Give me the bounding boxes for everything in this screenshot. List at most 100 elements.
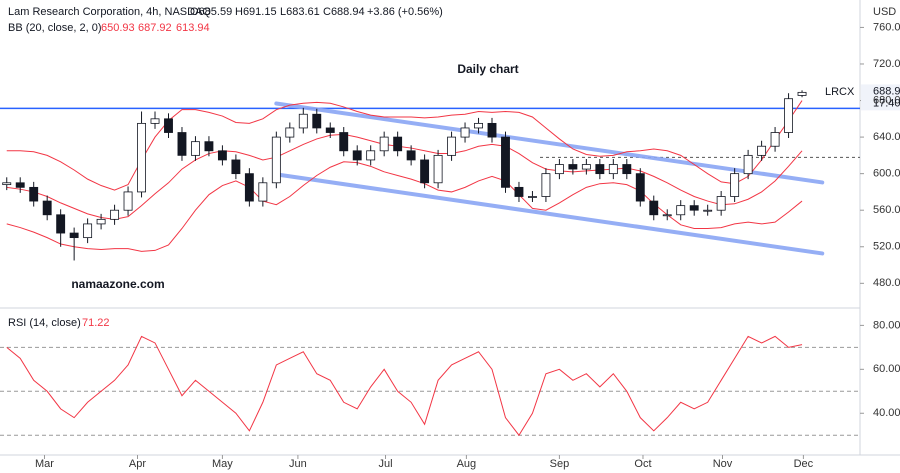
y-tick-label: 640.00 — [873, 131, 900, 143]
candle-body — [541, 173, 551, 197]
candle-body — [204, 141, 214, 152]
indicator-name: BB (20, close, 2, 0) — [8, 22, 102, 34]
ohlc-close: C688.94 — [323, 6, 365, 18]
indicator-value: 650.93 — [101, 22, 135, 34]
y-tick-label: 720.00 — [873, 58, 900, 70]
candle-body — [164, 118, 173, 133]
candle-body — [460, 127, 470, 138]
ohlc-low: L683.61 — [280, 6, 320, 18]
y-tick-label: 560.00 — [873, 204, 900, 216]
x-tick-label: Dec — [794, 458, 814, 470]
candle-body — [69, 232, 79, 239]
candle-body — [285, 127, 295, 138]
candle-body — [352, 150, 362, 161]
candle-body — [757, 145, 767, 156]
candle-body — [635, 173, 645, 202]
y-tick-label: 60.00 — [873, 363, 900, 375]
candle-body — [83, 223, 93, 239]
candle-body — [743, 154, 753, 175]
indicator-value: 687.92 — [138, 22, 172, 34]
candle-body — [474, 122, 483, 129]
candle-body — [150, 118, 160, 124]
candle-body — [420, 159, 430, 184]
candle-body — [2, 182, 12, 186]
candle-body — [716, 196, 726, 211]
candle-body — [581, 164, 591, 170]
x-tick-label: Aug — [457, 458, 477, 470]
candle-body — [393, 136, 403, 152]
watermark: namaazone.com — [71, 277, 164, 291]
annotation: Daily chart — [457, 62, 518, 76]
candle-body — [730, 173, 740, 197]
candle-body — [608, 164, 618, 175]
candle-body — [514, 186, 524, 197]
currency: USD — [873, 6, 896, 18]
candle-body — [325, 127, 335, 133]
price-tag-label: 688.94 — [873, 85, 900, 97]
candle-body — [271, 136, 281, 184]
x-tick-label: Jun — [289, 458, 307, 470]
candle-body — [595, 164, 605, 175]
candle-body — [191, 141, 200, 156]
x-tick-label: Jul — [378, 458, 392, 470]
candle-body — [487, 122, 497, 138]
ohlc-high: H691.15 — [235, 6, 277, 18]
candle-body — [568, 164, 578, 170]
y-tick-label: 600.00 — [873, 168, 900, 180]
y-tick-label: 520.00 — [873, 241, 900, 253]
candle-body — [379, 136, 389, 152]
trendline — [274, 172, 825, 256]
chart-title: Lam Research Corporation, 4h, NASDAQ — [8, 6, 211, 18]
y-tick-label: 40.00 — [873, 407, 900, 419]
candle-body — [501, 136, 510, 188]
bollinger-band — [6, 161, 803, 252]
candle-body — [244, 173, 254, 202]
candle-body — [312, 113, 322, 129]
rsi-value: 71.22 — [82, 317, 110, 329]
x-tick-label: Sep — [550, 458, 570, 470]
x-tick-label: Apr — [129, 458, 146, 470]
change: +3.86 (+0.56%) — [367, 6, 443, 18]
x-tick-label: Mar — [35, 458, 54, 470]
candle-body — [15, 182, 25, 188]
candle-body — [42, 200, 52, 216]
candle-body — [528, 196, 537, 198]
y-tick-label: 680.00 — [873, 94, 900, 106]
candle-body — [406, 150, 416, 161]
candle-body — [447, 136, 457, 156]
candle-body — [258, 182, 268, 202]
price-tag — [861, 84, 900, 111]
candle-body — [298, 113, 308, 129]
candle-body — [123, 191, 133, 211]
x-tick-label: May — [212, 458, 233, 470]
candle-body — [554, 164, 564, 175]
candle-body — [29, 186, 39, 202]
trendline — [274, 101, 825, 185]
candle-body — [662, 214, 672, 217]
candle-body — [137, 122, 146, 193]
candle-body — [110, 209, 120, 220]
rsi-line — [6, 335, 803, 437]
candle-body — [231, 159, 241, 175]
candle-body — [56, 214, 66, 234]
symbol-label: LRCX — [825, 86, 855, 98]
candle-body — [177, 132, 187, 156]
candle-body — [433, 154, 443, 184]
ohlc-open: O685.59 — [190, 6, 232, 18]
candle-body — [366, 150, 376, 161]
rsi-title: RSI (14, close) — [8, 317, 81, 329]
x-tick-label: Nov — [713, 458, 733, 470]
candle-body — [676, 205, 686, 216]
candle-body — [784, 98, 794, 133]
bollinger-band — [6, 133, 803, 220]
x-tick-label: Oct — [634, 458, 651, 470]
candle-body — [770, 132, 780, 147]
y-tick-label: 760.00 — [873, 21, 900, 33]
candle-body — [689, 205, 699, 211]
indicator-value: 613.94 — [176, 22, 210, 34]
y-tick-label: 480.00 — [873, 277, 900, 289]
y-tick-label: 80.00 — [873, 319, 900, 331]
candle-body — [703, 209, 713, 212]
